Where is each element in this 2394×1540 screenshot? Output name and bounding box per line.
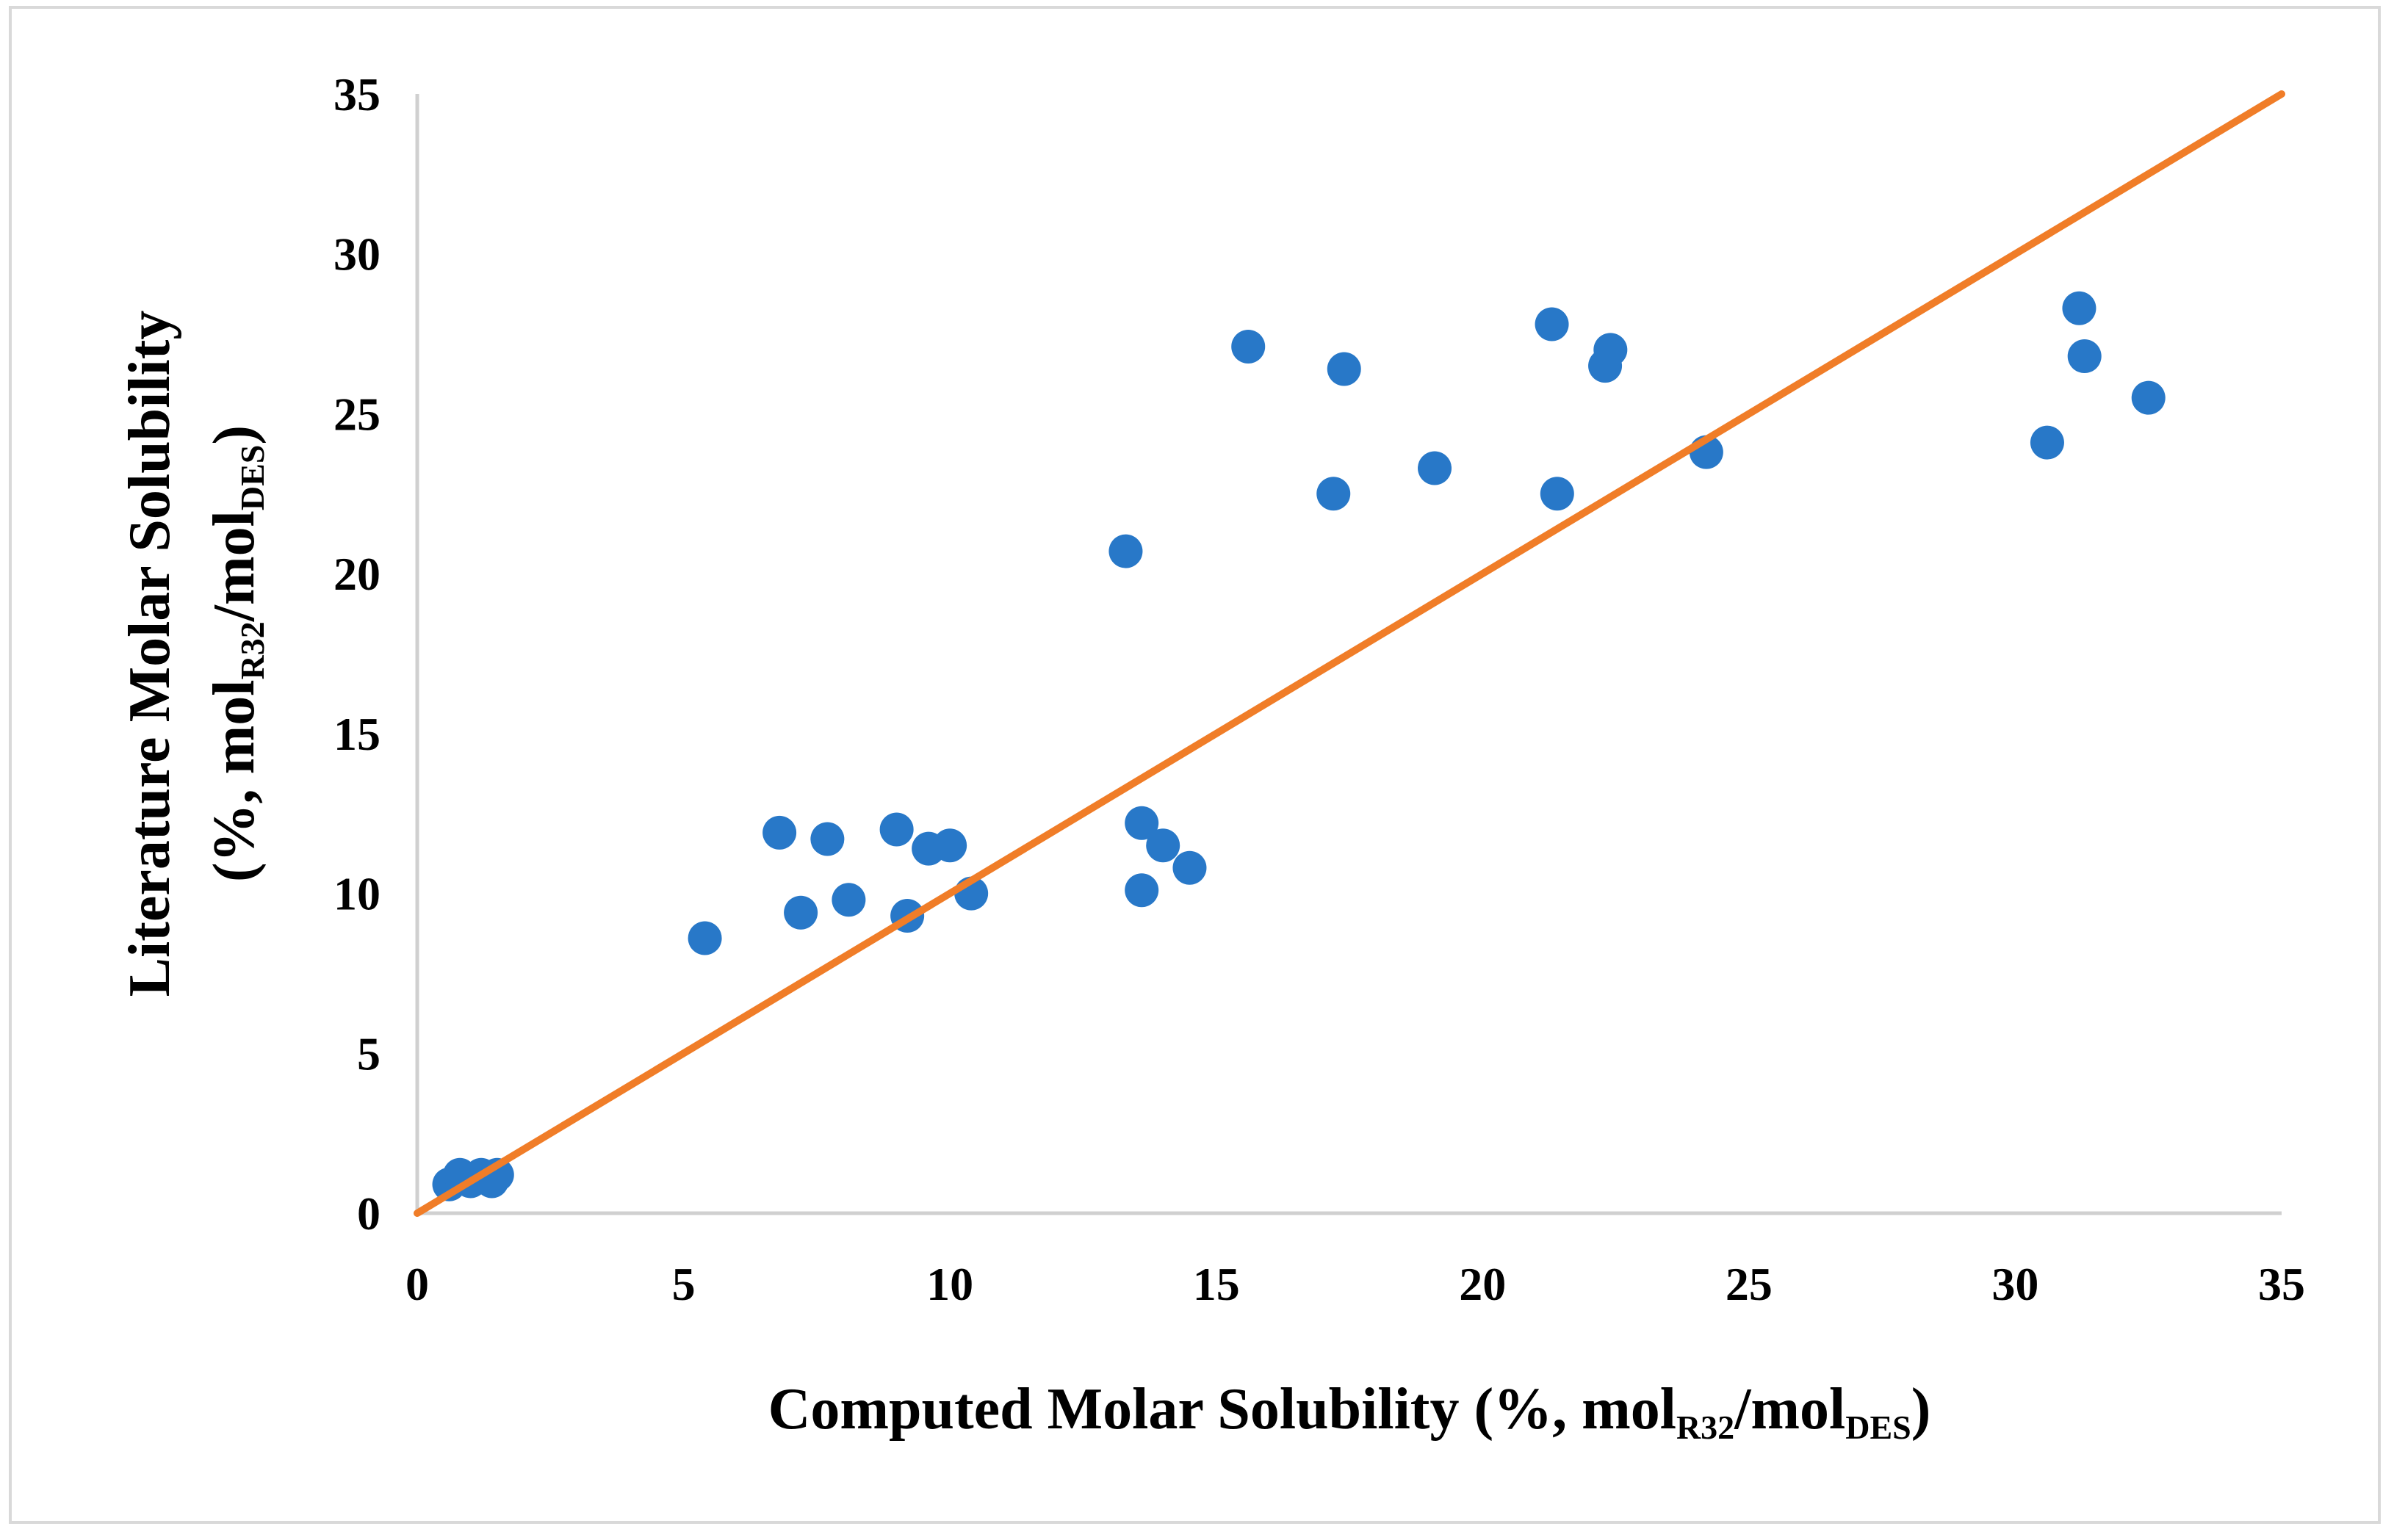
data-point (1146, 828, 1180, 863)
x-tick-label: 0 (405, 1258, 429, 1310)
parity-line-segment (414, 90, 2285, 1217)
x-tick-label: 5 (672, 1258, 696, 1310)
data-point (1540, 477, 1574, 511)
x-tick-label: 30 (1991, 1258, 2038, 1310)
y-tick-label: 10 (333, 868, 381, 920)
data-points (432, 291, 2166, 1201)
y-tick-labels: 0 5 10 15 20 25 30 35 (333, 68, 381, 1240)
data-point (2062, 291, 2096, 325)
data-point (1125, 806, 1159, 840)
data-point (832, 883, 866, 917)
axes (415, 94, 2282, 1215)
data-point (1593, 333, 1628, 367)
data-point (1125, 873, 1159, 908)
data-point (2131, 380, 2166, 415)
data-point (1316, 477, 1351, 511)
y-tick-label: 30 (333, 228, 381, 281)
data-point (1418, 451, 1452, 485)
x-tick-label: 35 (2258, 1258, 2305, 1310)
x-tick-label: 25 (1726, 1258, 1773, 1310)
x-tick-label: 10 (926, 1258, 973, 1310)
x-tick-label: 20 (1459, 1258, 1506, 1310)
y-axis-title-line1: Literature Molar Solubility (118, 311, 182, 997)
y-tick-label: 20 (333, 548, 381, 600)
data-point (2067, 339, 2102, 374)
y-tick-label: 25 (333, 388, 381, 440)
data-point (879, 812, 914, 847)
x-tick-labels: 0 5 10 15 20 25 30 35 (405, 1258, 2305, 1310)
data-point (1327, 352, 1361, 386)
x-axis-title: Computed Molar Solubility (%, molR32/mol… (768, 1377, 1931, 1446)
y-axis-title-line2: (%, molR32/molDES) (202, 425, 271, 882)
x-tick-label: 15 (1193, 1258, 1240, 1310)
data-point (1231, 329, 1266, 364)
data-point (2030, 425, 2064, 460)
data-point (810, 822, 845, 856)
data-point (784, 895, 818, 930)
data-point (1535, 307, 1569, 341)
parity-line (414, 90, 2285, 1217)
data-point (933, 828, 967, 863)
data-point (1108, 534, 1143, 568)
data-point (762, 815, 797, 850)
y-axis-title: Literature Molar Solubility (%, molR32/m… (118, 311, 271, 997)
data-point (1172, 850, 1207, 885)
y-tick-label: 5 (357, 1027, 381, 1080)
y-tick-label: 15 (333, 708, 381, 760)
data-point (688, 921, 722, 955)
y-tick-label: 35 (333, 68, 381, 120)
y-tick-label: 0 (357, 1187, 381, 1240)
chart-frame (9, 6, 2381, 1524)
